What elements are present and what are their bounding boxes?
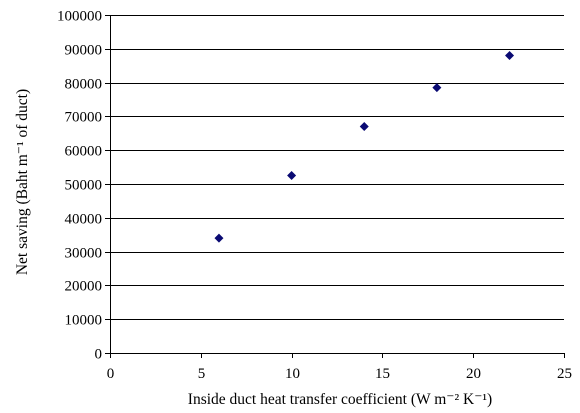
x-tick-label-20: 20 — [466, 366, 481, 382]
data-point — [432, 83, 442, 93]
y-tick-label-20000: 20000 — [65, 279, 103, 295]
horizontal-gridlines — [105, 15, 564, 354]
y-tick-label-10000: 10000 — [65, 313, 103, 329]
data-point — [214, 233, 224, 243]
y-tick-label-30000: 30000 — [65, 246, 103, 262]
y-tick-label-60000: 60000 — [65, 144, 103, 160]
y-tick-label-40000: 40000 — [65, 212, 103, 228]
y-axis-title: Net saving (Baht m⁻¹ of duct) — [14, 89, 31, 275]
data-point — [505, 51, 515, 61]
y-tick-label-50000: 50000 — [65, 178, 103, 194]
y-tick-label-0: 0 — [95, 347, 103, 363]
y-tick-label-70000: 70000 — [65, 110, 103, 126]
data-point — [359, 122, 369, 132]
axes — [109, 15, 565, 358]
y-tick-label-100000: 100000 — [57, 9, 102, 25]
data-point — [287, 171, 297, 181]
x-axis-title: Inside duct heat transfer coefficient (W… — [188, 391, 492, 408]
y-tick-label-90000: 90000 — [65, 43, 103, 59]
x-axis-tick-labels: 0 5 10 15 20 25 — [107, 366, 572, 382]
y-tick-label-80000: 80000 — [65, 77, 103, 93]
data-points — [214, 51, 515, 243]
x-tick-label-0: 0 — [107, 366, 115, 382]
x-tick-label-25: 25 — [557, 366, 572, 382]
x-tick-label-5: 5 — [198, 366, 206, 382]
y-axis-tick-labels: 0 10000 20000 30000 40000 50000 60000 70000 8000… — [57, 9, 102, 363]
x-tick-label-10: 10 — [285, 366, 300, 382]
x-tick-label-15: 15 — [375, 366, 390, 382]
